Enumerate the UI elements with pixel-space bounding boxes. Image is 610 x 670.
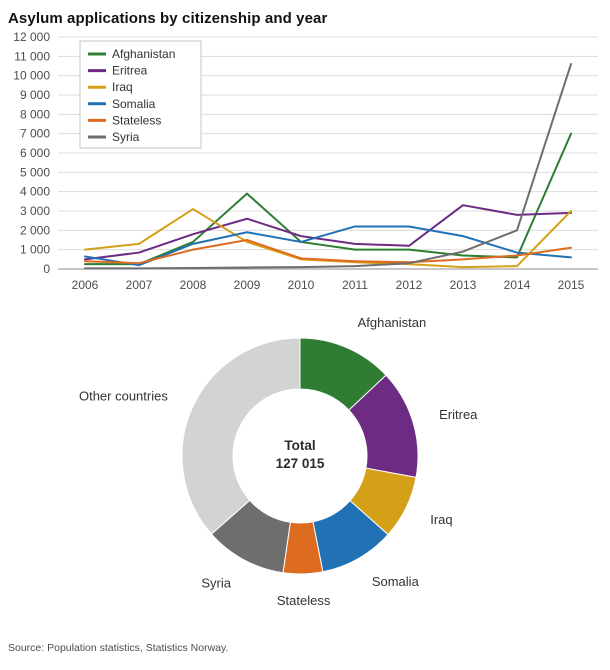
legend: Afghanistan Eritrea Iraq Somalia Stateless Sy… (79, 40, 202, 149)
donut-label-other-countries: Other countries (79, 388, 168, 403)
y-axis-label: 9 000 (20, 88, 50, 102)
legend-label: Iraq (112, 80, 133, 94)
y-axis-label: 4 000 (20, 185, 50, 199)
line-series-eritrea (84, 204, 572, 261)
x-axis-label: 2010 (288, 278, 315, 292)
legend-label: Afghanistan (112, 47, 175, 61)
chart-title: Asylum applications by citizenship and y… (8, 10, 328, 27)
donut-label-somalia: Somalia (372, 574, 420, 589)
line-chart: 0 1 000 2 000 3 000 4 000 5 000 6 000 7 000 8 00… (13, 30, 598, 292)
y-axis-label: 3 000 (20, 204, 50, 218)
y-axis-label: 8 000 (20, 107, 50, 121)
legend-item-stateless: Stateless (88, 113, 161, 127)
line-series-syria (84, 63, 572, 270)
legend-box (79, 40, 202, 149)
y-axis-label: 7 000 (20, 127, 50, 141)
x-axis-label: 2008 (180, 278, 207, 292)
y-axis-label: 11 000 (14, 49, 50, 63)
x-axis-label: 2013 (450, 278, 477, 292)
x-axis-label: 2006 (72, 278, 99, 292)
donut-label-iraq: Iraq (430, 512, 452, 527)
x-axis-label: 2014 (504, 278, 531, 292)
x-axis-label: 2009 (234, 278, 261, 292)
source-note: Source: Population statistics, Statistic… (8, 642, 229, 654)
y-axis-label: 10 000 (13, 69, 50, 83)
donut-label-stateless: Stateless (277, 593, 331, 608)
donut-center-total: 127 015 (276, 456, 325, 471)
y-axis-label: 5 000 (20, 165, 50, 179)
legend-label: Stateless (112, 113, 161, 127)
x-axis-label: 2015 (558, 278, 585, 292)
line-series-somalia (84, 225, 572, 267)
legend-item-iraq: Iraq (88, 80, 133, 94)
donut-center-title: Total (284, 438, 315, 453)
y-axis-label: 6 000 (20, 146, 50, 160)
legend-item-afghanistan: Afghanistan (88, 47, 175, 61)
donut-label-eritrea: Eritrea (439, 407, 478, 422)
y-axis-label: 0 (43, 262, 50, 276)
legend-item-somalia: Somalia (88, 97, 156, 111)
x-axis-label: 2007 (126, 278, 153, 292)
legend-label: Somalia (112, 97, 156, 111)
donut-label-afghanistan: Afghanistan (358, 315, 427, 330)
y-axis-label: 1 000 (20, 243, 50, 257)
legend-label: Syria (112, 130, 140, 144)
legend-label: Eritrea (112, 64, 148, 78)
x-axis-label: 2011 (342, 278, 368, 292)
donut-chart: Afghanistan Eritrea Iraq Somalia Stateless Sy… (79, 315, 478, 608)
y-axis-label: 2 000 (20, 223, 50, 237)
legend-item-syria: Syria (88, 130, 140, 144)
y-axis-label: 12 000 (13, 30, 50, 44)
legend-item-eritrea: Eritrea (88, 64, 148, 78)
donut-slice-other-countries (181, 337, 301, 535)
x-axis-label: 2012 (396, 278, 423, 292)
donut-label-syria: Syria (201, 576, 231, 591)
line-series-stateless (84, 239, 572, 265)
